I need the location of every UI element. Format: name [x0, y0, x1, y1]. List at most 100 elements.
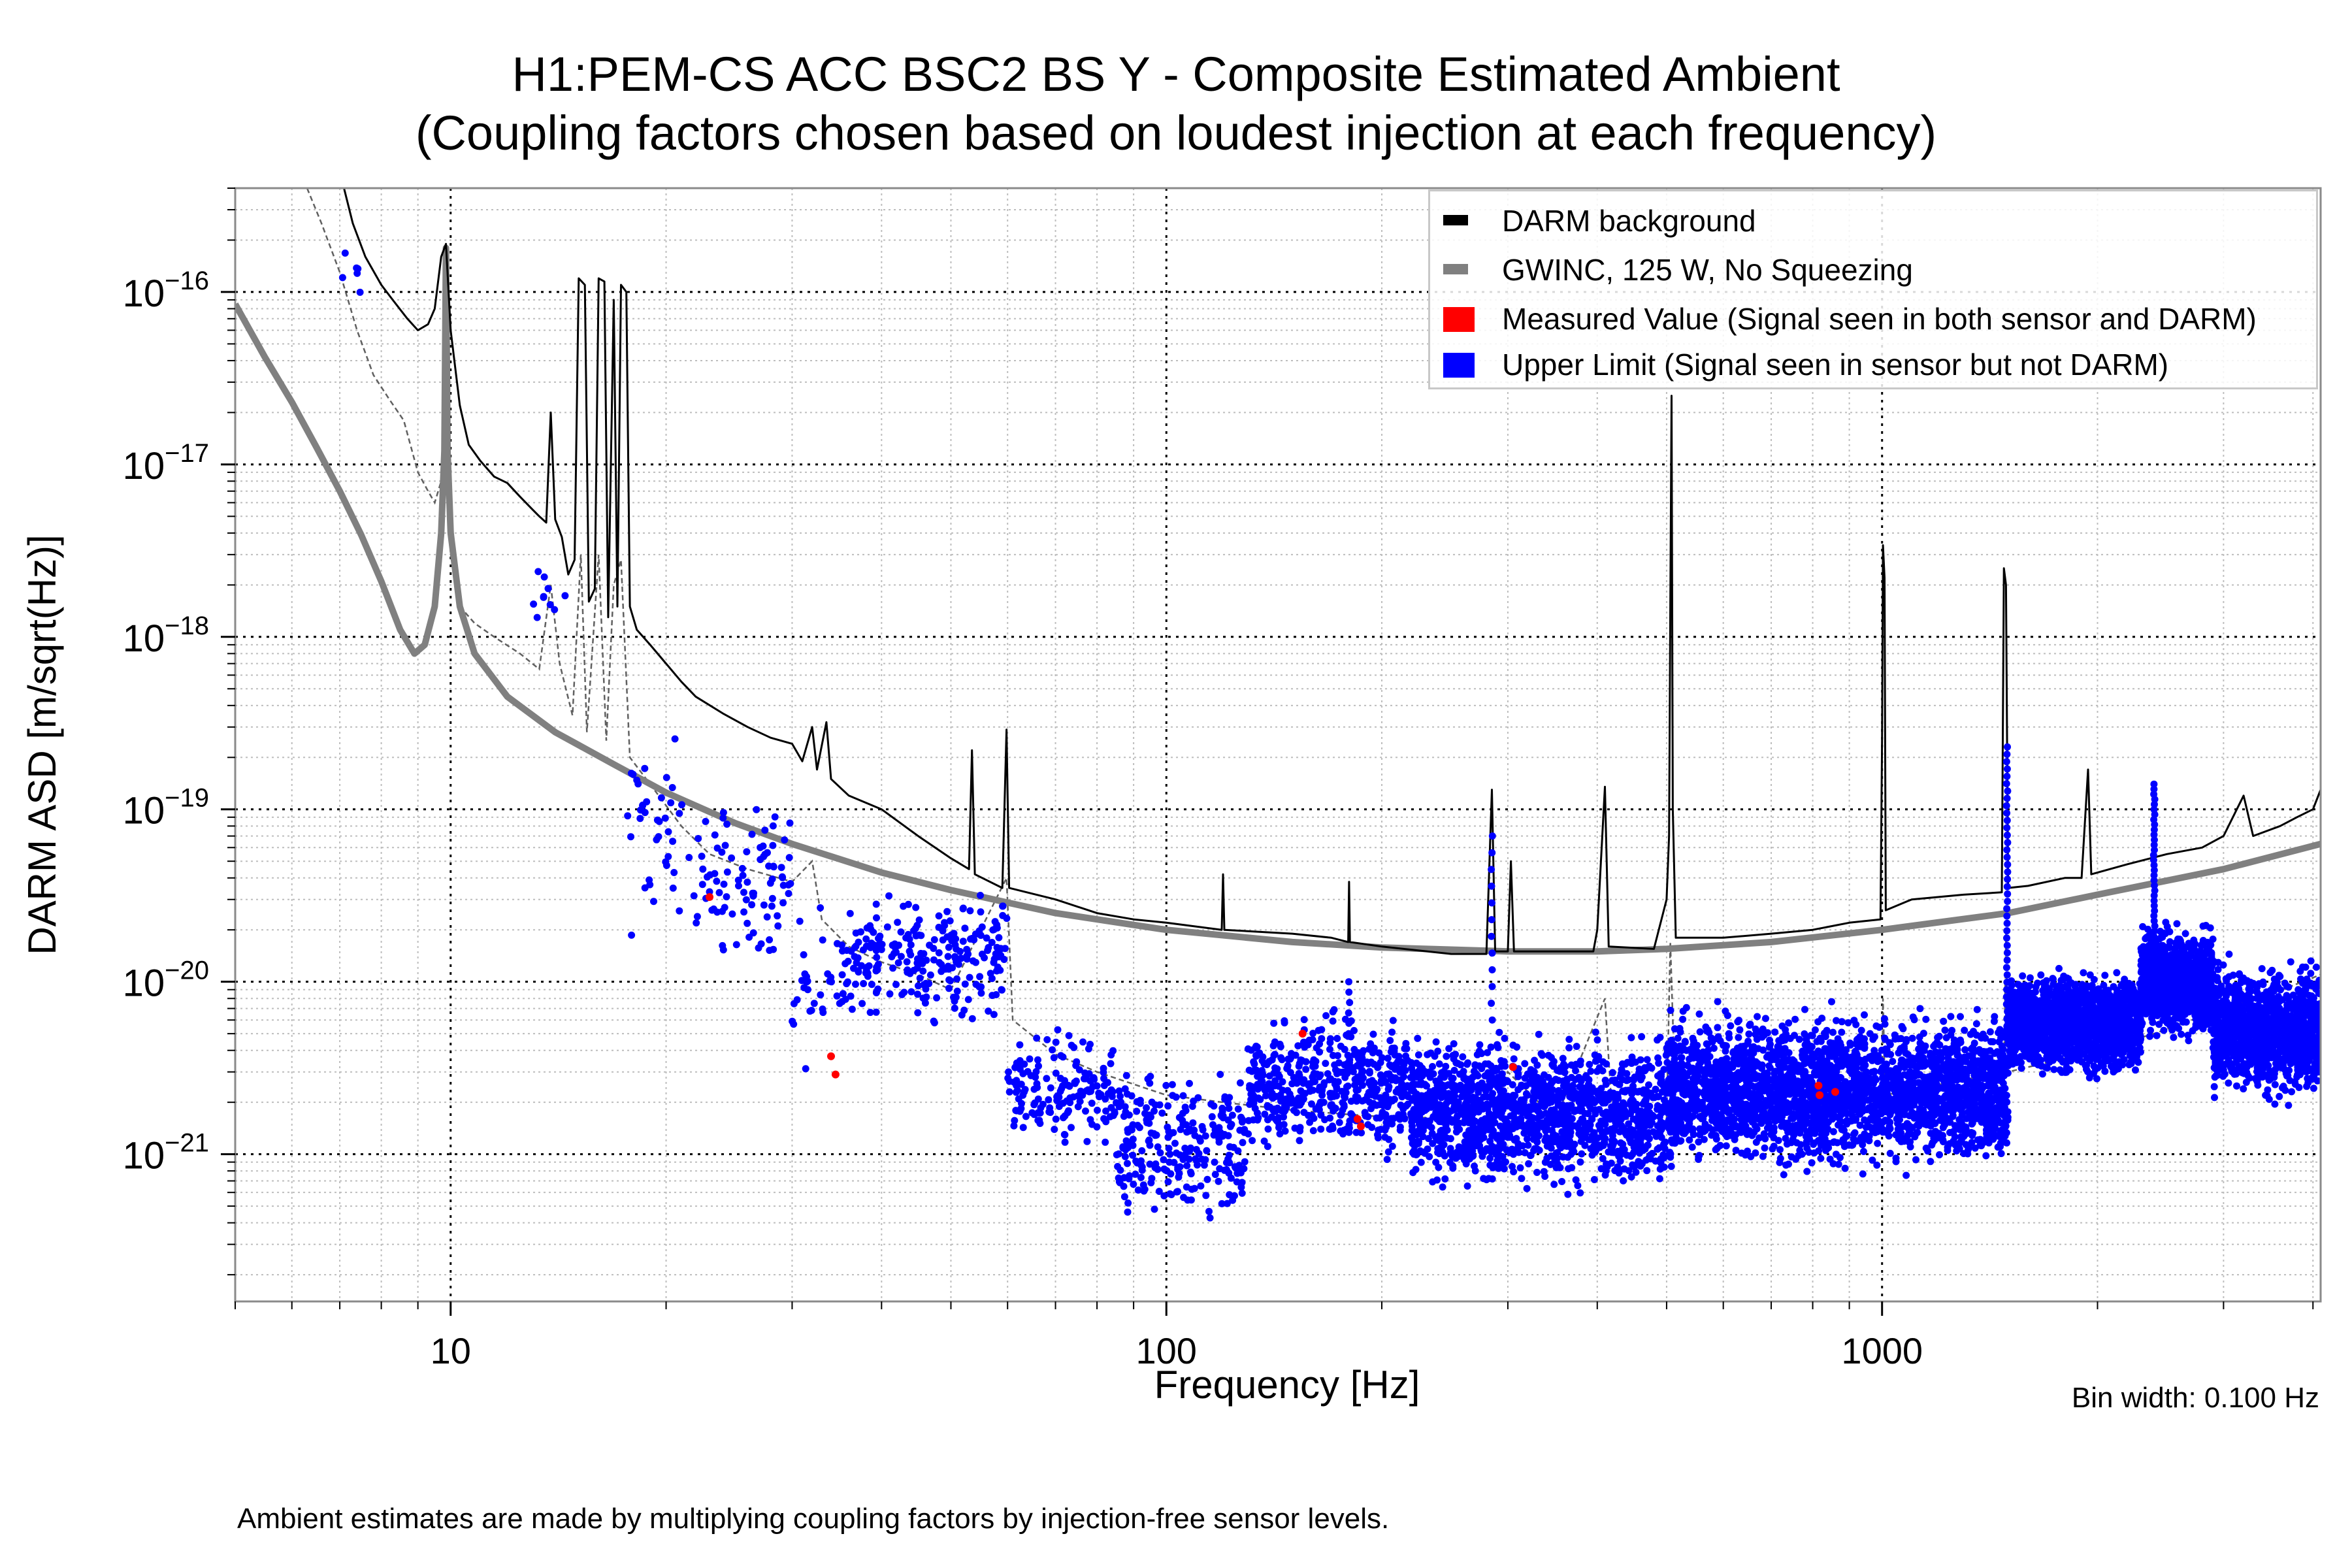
upper-limit-point	[1620, 1177, 1627, 1184]
upper-limit-point	[1196, 1137, 1204, 1145]
upper-limit-point	[1900, 1092, 1908, 1100]
upper-limit-point	[1414, 1104, 1422, 1112]
upper-limit-point	[1949, 1111, 1957, 1119]
upper-limit-point	[1599, 1154, 1607, 1162]
upper-limit-point	[1035, 1062, 1042, 1070]
upper-limit-point	[1209, 1121, 1217, 1129]
upper-limit-point	[1542, 1109, 1550, 1117]
upper-limit-point	[1250, 1060, 1258, 1068]
upper-limit-point	[1301, 1090, 1309, 1098]
upper-limit-point	[1595, 1122, 1603, 1129]
upper-limit-point	[1617, 1139, 1625, 1147]
upper-limit-point	[1061, 1138, 1069, 1146]
upper-limit-point	[1060, 1114, 1067, 1122]
upper-limit-point	[671, 735, 679, 743]
upper-limit-point	[1514, 1070, 1522, 1078]
upper-limit-point	[1203, 1147, 1211, 1154]
upper-limit-point	[1435, 1118, 1443, 1126]
upper-limit-point	[1440, 1141, 1448, 1149]
upper-limit-point	[1656, 1175, 1663, 1183]
upper-limit-point	[1033, 1080, 1041, 1088]
upper-limit-point	[1620, 1101, 1628, 1109]
upper-limit-point	[1052, 1070, 1060, 1077]
upper-limit-point	[1829, 1139, 1837, 1146]
upper-limit-point	[1595, 1141, 1603, 1149]
upper-limit-point	[1181, 1103, 1189, 1111]
upper-limit-point	[1801, 1030, 1808, 1037]
upper-limit-point	[719, 941, 727, 949]
upper-limit-point	[1133, 1098, 1141, 1105]
upper-limit-point	[1635, 1088, 1642, 1096]
upper-limit-point	[1462, 1131, 1470, 1139]
upper-limit-point	[1166, 1151, 1174, 1158]
upper-limit-point	[713, 908, 721, 916]
upper-limit-point	[874, 960, 882, 968]
upper-limit-point	[1723, 1058, 1731, 1066]
upper-limit-point	[1525, 1160, 1533, 1168]
upper-limit-point	[1017, 1081, 1025, 1088]
upper-limit-point	[953, 975, 961, 983]
upper-limit-point	[1443, 1134, 1451, 1142]
upper-limit-point	[1550, 1111, 1558, 1119]
upper-limit-point	[1151, 1205, 1158, 1213]
upper-limit-point	[1628, 1053, 1636, 1061]
upper-limit-point	[839, 990, 847, 998]
upper-limit-point	[1351, 1081, 1359, 1089]
upper-limit-point	[1537, 1121, 1545, 1129]
upper-limit-point	[1496, 1145, 1504, 1152]
upper-limit-point	[848, 1005, 856, 1013]
upper-limit-point	[1237, 1113, 1245, 1121]
upper-limit-point	[1448, 1098, 1456, 1105]
upper-limit-point	[1558, 1094, 1565, 1102]
upper-limit-point	[1119, 1144, 1127, 1152]
upper-limit-point	[1566, 1132, 1574, 1139]
upper-limit-point	[1201, 1132, 1209, 1140]
upper-limit-point	[914, 1009, 922, 1017]
upper-limit-point	[1489, 1068, 1497, 1075]
upper-limit-point	[1599, 1058, 1607, 1066]
upper-limit-point	[1550, 1181, 1558, 1188]
upper-limit-point	[1552, 1151, 1560, 1159]
upper-limit-point	[1618, 1122, 1625, 1130]
upper-limit-point	[1280, 1113, 1287, 1121]
upper-limit-point	[627, 770, 635, 777]
upper-limit-point	[1363, 1058, 1371, 1066]
upper-limit-point	[1349, 1064, 1357, 1071]
upper-limit-point	[961, 924, 969, 932]
upper-limit-point	[1414, 1051, 1422, 1059]
upper-limit-point	[1459, 1053, 1467, 1061]
upper-limit-point	[1299, 1095, 1307, 1103]
upper-limit-point	[770, 862, 777, 870]
upper-limit-point	[1365, 1045, 1373, 1053]
upper-limit-point	[1446, 1158, 1454, 1166]
upper-limit-point	[1402, 1102, 1410, 1110]
upper-limit-point	[1549, 1086, 1556, 1094]
upper-limit-point	[1541, 1082, 1548, 1089]
upper-limit-point	[1215, 1177, 1222, 1185]
upper-limit-point	[1817, 1154, 1825, 1162]
upper-limit-point	[1752, 1149, 1759, 1157]
upper-limit-point	[1595, 1064, 1603, 1071]
upper-limit-point	[1908, 1034, 1916, 1042]
upper-limit-point	[1539, 1051, 1546, 1059]
upper-limit-point	[938, 968, 945, 975]
upper-limit-point	[1494, 1044, 1502, 1051]
upper-limit-point	[1906, 1103, 1914, 1111]
upper-limit-point	[804, 986, 811, 994]
upper-limit-point	[740, 889, 747, 896]
upper-limit-point	[1096, 1093, 1103, 1101]
upper-limit-point	[1531, 1084, 1539, 1092]
upper-limit-point	[723, 868, 731, 876]
upper-limit-point	[662, 774, 670, 781]
upper-limit-point	[1616, 1157, 1624, 1165]
upper-limit-point	[922, 979, 930, 987]
upper-limit-point	[1861, 1011, 1868, 1019]
upper-limit-point	[1663, 1050, 1671, 1058]
upper-limit-point	[1306, 1119, 1314, 1126]
upper-limit-point	[868, 981, 875, 988]
upper-limit-point	[1463, 1098, 1470, 1106]
upper-limit-point	[781, 836, 789, 844]
upper-limit-point	[1247, 1046, 1255, 1054]
upper-limit-point	[858, 962, 866, 970]
upper-limit-point	[1903, 1171, 1910, 1179]
